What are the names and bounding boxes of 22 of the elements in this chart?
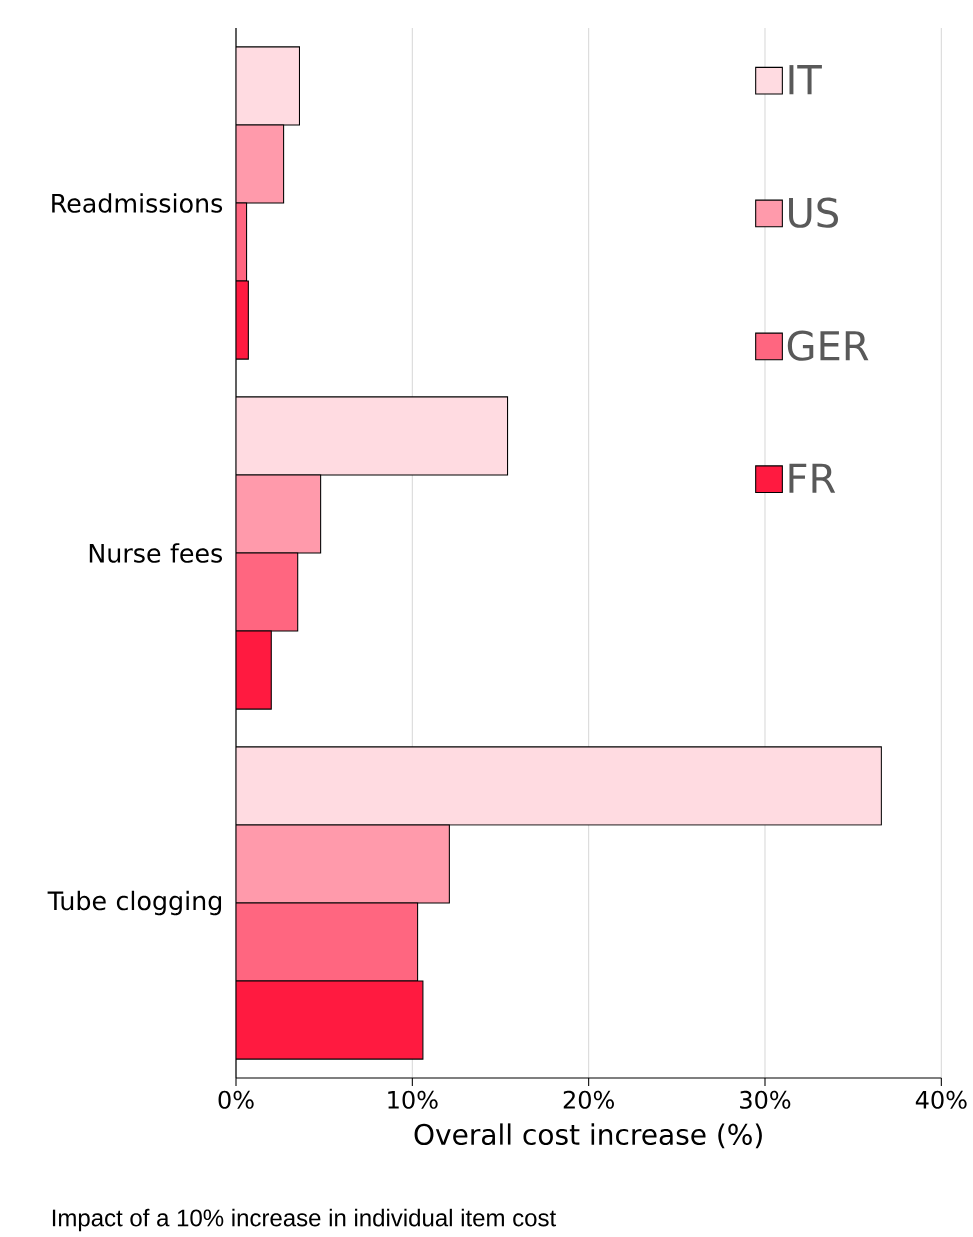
bar: [236, 980, 424, 1060]
bar: [236, 474, 322, 554]
bar: [236, 824, 450, 904]
bar: [236, 630, 272, 710]
legend-label: GER: [787, 330, 869, 361]
text: Impact of a 10% increase in individual item cost: [52, 1208, 557, 1232]
bar: [236, 746, 882, 826]
y-tick-label: Nurse fees: [89, 543, 223, 563]
legend-label: US: [789, 197, 838, 228]
legend-label: IT: [789, 65, 822, 95]
y-tick-label: Tube clogging: [47, 890, 222, 916]
legend-label: FR: [789, 463, 836, 493]
x-tick-label: 30%: [740, 1090, 791, 1109]
bar: [236, 46, 301, 126]
bar: [236, 124, 285, 204]
bar: [236, 396, 509, 476]
y-tick-label: Readmissions: [52, 193, 223, 213]
x-axis-title: Overall cost increase (%): [414, 1123, 762, 1149]
x-tick-label: 20%: [563, 1090, 614, 1109]
x-tick-label: 0%: [218, 1090, 254, 1109]
x-tick-label: 10%: [388, 1090, 438, 1109]
x-tick-label: 40%: [915, 1090, 967, 1109]
